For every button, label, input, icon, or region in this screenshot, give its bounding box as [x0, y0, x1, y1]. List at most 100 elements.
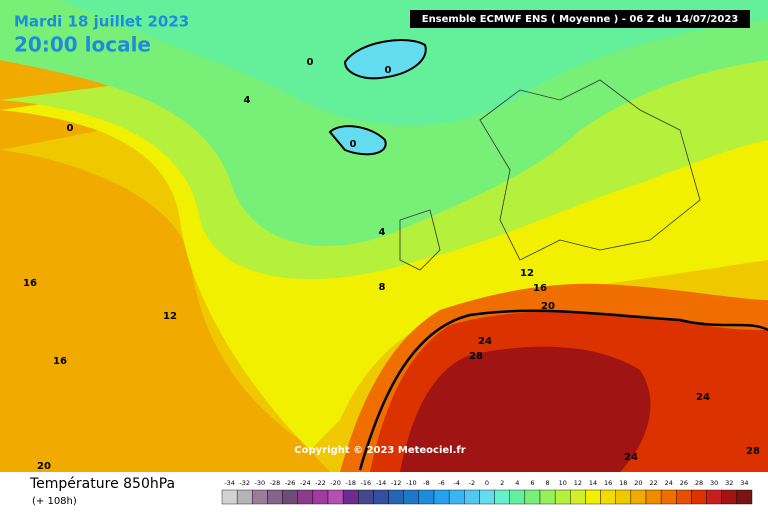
contour-label: 8	[379, 282, 386, 293]
contour-label: 20	[37, 461, 51, 472]
colorbar-label: -26	[285, 479, 296, 487]
colorbar-label: -10	[406, 479, 417, 487]
colorbar-swatch	[358, 489, 374, 505]
colorbar-label: -32	[239, 479, 250, 487]
colorbar-swatch	[630, 489, 647, 505]
copyright: Copyright © 2023 Meteociel.fr	[294, 445, 465, 456]
colorbar-swatch	[388, 489, 404, 505]
colorbar: -34 -32 -30 -28 -26 -24 -22 -20 -18 -16 -14 -12 -10-…	[221, 479, 753, 505]
colorbar-label: 16	[604, 479, 612, 487]
colorbar-label: -28	[270, 479, 281, 487]
colorbar-swatch	[297, 489, 314, 505]
colorbar-label: 26	[680, 479, 688, 487]
contour-label: 4	[379, 227, 386, 238]
colorbar-label: -22	[315, 479, 326, 487]
contour-label: 24	[624, 452, 638, 463]
contour-label: 0	[350, 139, 357, 150]
colorbar-swatch	[676, 489, 692, 505]
colorbar-label: -30	[255, 479, 266, 487]
colorbar-label: 4	[515, 479, 519, 487]
contour-label: 0	[67, 123, 74, 134]
colorbar-label: -16	[361, 479, 372, 487]
colorbar-swatch	[645, 489, 662, 505]
contour-label: 24	[478, 336, 492, 347]
colorbar-label: 10	[559, 479, 567, 487]
model-box	[410, 10, 750, 28]
colorbar-label: 24	[665, 479, 673, 487]
contour-label: 12	[520, 268, 534, 279]
model-label: Ensemble ECMWF ENS ( Moyenne ) - 06 Z du…	[422, 14, 739, 25]
contour-labels: 0 0 4 0 0 4 8 12 16 20 24 28 16 12 16 24 24 28 20	[23, 57, 760, 472]
colorbar-swatch	[403, 489, 420, 505]
colorbar-label: -2	[469, 479, 475, 487]
colorbar-swatch	[736, 489, 753, 505]
colorbar-swatch	[706, 489, 722, 505]
colorbar-label: -12	[391, 479, 402, 487]
contour-20	[358, 309, 768, 471]
contour-label: 0	[307, 57, 314, 68]
colorbar-label: 6	[530, 479, 534, 487]
colorbar-label: -14	[376, 479, 387, 487]
colorbar-label: -18	[345, 479, 356, 487]
coastline	[479, 79, 701, 261]
contour-label: 16	[533, 283, 547, 294]
colorbar-swatch	[464, 489, 480, 505]
map: 0 0 4 0 0 4 8 12 16 20 24 28 16 12 16 24 24 28 20	[0, 0, 768, 472]
colorbar-swatch	[509, 489, 526, 505]
contour-label: 28	[746, 446, 760, 457]
contour-label: 4	[244, 95, 251, 106]
colorbar-label: 0	[485, 479, 489, 487]
contour-label: 16	[53, 356, 67, 367]
colorbar-label: -20	[330, 479, 341, 487]
colorbar-swatch	[721, 489, 738, 505]
colorbar-swatch	[252, 489, 268, 505]
colorbar-swatch	[691, 489, 707, 505]
colorbar-swatch	[373, 489, 389, 505]
colorbar-label: -24	[300, 479, 311, 487]
colorbar-label: 34	[740, 479, 748, 487]
colorbar-swatch	[327, 489, 344, 505]
colorbar-label: 12	[574, 479, 582, 487]
colorbar-swatch	[570, 489, 586, 505]
legend-title: Température 850hPa	[29, 476, 175, 492]
contour-label: 16	[23, 278, 37, 289]
zone-30	[400, 346, 651, 472]
colorbar-label: 2	[500, 479, 504, 487]
legend-subtitle: (+ 108h)	[32, 496, 77, 507]
colorbar-swatch	[448, 489, 465, 505]
colorbar-label: 20	[634, 479, 642, 487]
colorbar-label: 22	[649, 479, 657, 487]
time-label: 20:00 locale	[14, 33, 151, 57]
colorbar-swatch	[342, 489, 359, 505]
colorbar-swatch	[418, 489, 435, 505]
colorbar-swatch	[479, 489, 495, 505]
colorbar-swatch	[524, 489, 541, 505]
colorbar-label: 8	[546, 479, 550, 487]
colorbar-label: -6	[438, 479, 444, 487]
colorbar-label: 32	[725, 479, 733, 487]
zone-0b	[328, 125, 387, 156]
colorbar-swatch	[600, 489, 616, 505]
date-label: Mardi 18 juillet 2023	[14, 13, 189, 31]
colorbar-label: -4	[453, 479, 459, 487]
colorbar-swatch	[312, 489, 329, 505]
contour-label: 24	[696, 392, 710, 403]
contour-label: 20	[541, 301, 555, 312]
colorbar-swatch	[539, 489, 556, 505]
colorbar-swatch	[494, 489, 510, 505]
colorbar-label: -34	[224, 479, 235, 487]
colorbar-swatch	[554, 489, 571, 505]
colorbar-label: 30	[710, 479, 718, 487]
contour-label: 0	[385, 65, 392, 76]
colorbar-swatch	[236, 489, 253, 505]
colorbar-swatch	[660, 489, 677, 505]
colorbar-swatch	[282, 489, 298, 505]
colorbar-swatch	[615, 489, 632, 505]
colorbar-swatch	[433, 489, 450, 505]
colorbar-swatch	[221, 489, 238, 505]
coastline-uk	[399, 209, 441, 271]
colorbar-label: 18	[619, 479, 627, 487]
zone-0a	[343, 39, 427, 80]
colorbar-label: -8	[423, 479, 429, 487]
